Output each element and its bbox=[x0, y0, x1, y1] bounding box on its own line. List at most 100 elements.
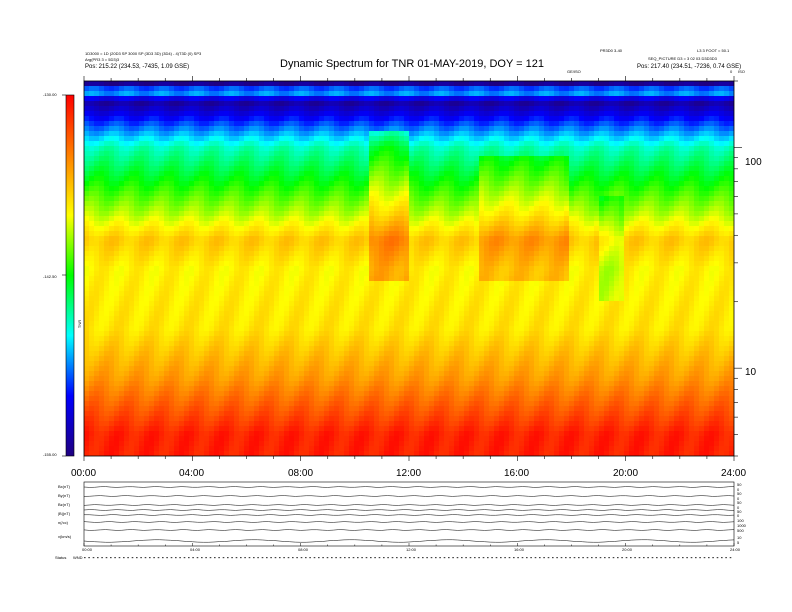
heatmap-cell bbox=[719, 156, 725, 162]
heatmap-cell bbox=[359, 251, 365, 257]
heatmap-cell bbox=[559, 226, 565, 232]
heatmap-cell bbox=[259, 106, 265, 112]
heatmap-cell bbox=[589, 206, 595, 212]
heatmap-cell bbox=[404, 131, 410, 137]
heatmap-cell bbox=[384, 126, 390, 132]
heatmap-cell bbox=[534, 266, 540, 272]
heatmap-cell bbox=[139, 246, 145, 252]
heatmap-cell bbox=[474, 246, 480, 252]
heatmap-cell bbox=[604, 116, 610, 122]
heatmap-cell bbox=[724, 106, 730, 112]
heatmap-cell bbox=[184, 126, 190, 132]
heatmap-cell bbox=[684, 246, 690, 252]
heatmap-cell bbox=[344, 101, 350, 107]
heatmap-cell bbox=[109, 166, 115, 172]
heatmap-cell bbox=[429, 241, 435, 247]
heatmap-cell bbox=[284, 191, 290, 197]
heatmap-cell bbox=[399, 156, 405, 162]
heatmap-cell bbox=[309, 256, 315, 262]
heatmap-cell bbox=[239, 156, 245, 162]
heatmap-cell bbox=[284, 231, 290, 237]
heatmap-cell bbox=[649, 261, 655, 267]
heatmap-cell bbox=[374, 131, 380, 137]
heatmap-cell bbox=[99, 171, 105, 177]
heatmap-cell bbox=[134, 216, 140, 222]
heatmap-cell bbox=[594, 231, 600, 237]
heatmap-cell bbox=[474, 241, 480, 247]
heatmap-cell bbox=[214, 181, 220, 187]
heatmap-cell bbox=[589, 226, 595, 232]
heatmap-cell bbox=[299, 216, 305, 222]
heatmap-cell bbox=[369, 251, 375, 257]
heatmap-cell bbox=[729, 111, 734, 117]
heatmap-cell bbox=[179, 181, 185, 187]
heatmap-cell bbox=[414, 216, 420, 222]
heatmap-cell bbox=[369, 256, 375, 262]
heatmap-cell bbox=[609, 106, 615, 112]
heatmap-cell bbox=[709, 121, 715, 127]
heatmap-cell bbox=[359, 176, 365, 182]
heatmap-cell bbox=[214, 236, 220, 242]
heatmap-cell bbox=[224, 126, 230, 132]
heatmap-cell bbox=[719, 146, 725, 152]
heatmap-cell bbox=[364, 116, 370, 122]
heatmap-cell bbox=[594, 176, 600, 182]
heatmap-cell bbox=[614, 91, 620, 97]
heatmap-cell bbox=[614, 196, 620, 202]
heatmap-cell bbox=[319, 256, 325, 262]
heatmap-cell bbox=[99, 116, 105, 122]
heatmap-cell bbox=[389, 91, 395, 97]
heatmap-cell bbox=[279, 151, 285, 157]
heatmap-cell bbox=[529, 91, 535, 97]
heatmap-cell bbox=[474, 261, 480, 267]
heatmap-cell bbox=[179, 231, 185, 237]
heatmap-cell bbox=[699, 216, 705, 222]
heatmap-cell bbox=[339, 206, 345, 212]
heatmap-cell bbox=[689, 146, 695, 152]
heatmap-cell bbox=[394, 121, 400, 127]
heatmap-cell bbox=[89, 226, 95, 232]
heatmap-cell bbox=[544, 156, 550, 162]
heatmap-cell bbox=[309, 141, 315, 147]
heatmap-cell bbox=[519, 256, 525, 262]
heatmap-cell bbox=[659, 191, 665, 197]
heatmap-cell bbox=[494, 141, 500, 147]
heatmap-cell bbox=[244, 101, 250, 107]
heatmap-cell bbox=[144, 166, 150, 172]
heatmap-cell bbox=[374, 181, 380, 187]
heatmap-cell bbox=[484, 226, 490, 232]
heatmap-cell bbox=[544, 141, 550, 147]
heatmap-cell bbox=[719, 141, 725, 147]
heatmap-cell bbox=[544, 171, 550, 177]
heatmap-cell bbox=[629, 156, 635, 162]
heatmap-cell bbox=[399, 266, 405, 272]
heatmap-cell bbox=[344, 261, 350, 267]
heatmap-cell bbox=[149, 206, 155, 212]
heatmap-cell bbox=[469, 256, 475, 262]
heatmap-cell bbox=[509, 236, 515, 242]
heatmap-cell bbox=[704, 201, 710, 207]
heatmap-cell bbox=[404, 216, 410, 222]
heatmap-cell bbox=[159, 126, 165, 132]
heatmap-cell bbox=[439, 121, 445, 127]
heatmap-cell bbox=[409, 236, 415, 242]
heatmap-cell bbox=[204, 271, 210, 277]
heatmap-cell bbox=[589, 101, 595, 107]
heatmap-cell bbox=[324, 106, 330, 112]
heatmap-cell bbox=[339, 116, 345, 122]
heatmap-cell bbox=[164, 241, 170, 247]
heatmap-cell bbox=[154, 226, 160, 232]
heatmap-cell bbox=[119, 206, 125, 212]
heatmap-cell bbox=[274, 211, 280, 217]
heatmap-cell bbox=[149, 131, 155, 137]
heatmap-cell bbox=[114, 206, 120, 212]
heatmap-cell bbox=[379, 206, 385, 212]
heatmap-cell bbox=[689, 216, 695, 222]
heatmap-cell bbox=[454, 181, 460, 187]
heatmap-cell bbox=[519, 206, 525, 212]
heatmap-cell bbox=[294, 151, 300, 157]
heatmap-cell bbox=[269, 86, 275, 92]
heatmap-cell bbox=[564, 181, 570, 187]
heatmap-cell bbox=[244, 126, 250, 132]
heatmap-cell bbox=[444, 86, 450, 92]
